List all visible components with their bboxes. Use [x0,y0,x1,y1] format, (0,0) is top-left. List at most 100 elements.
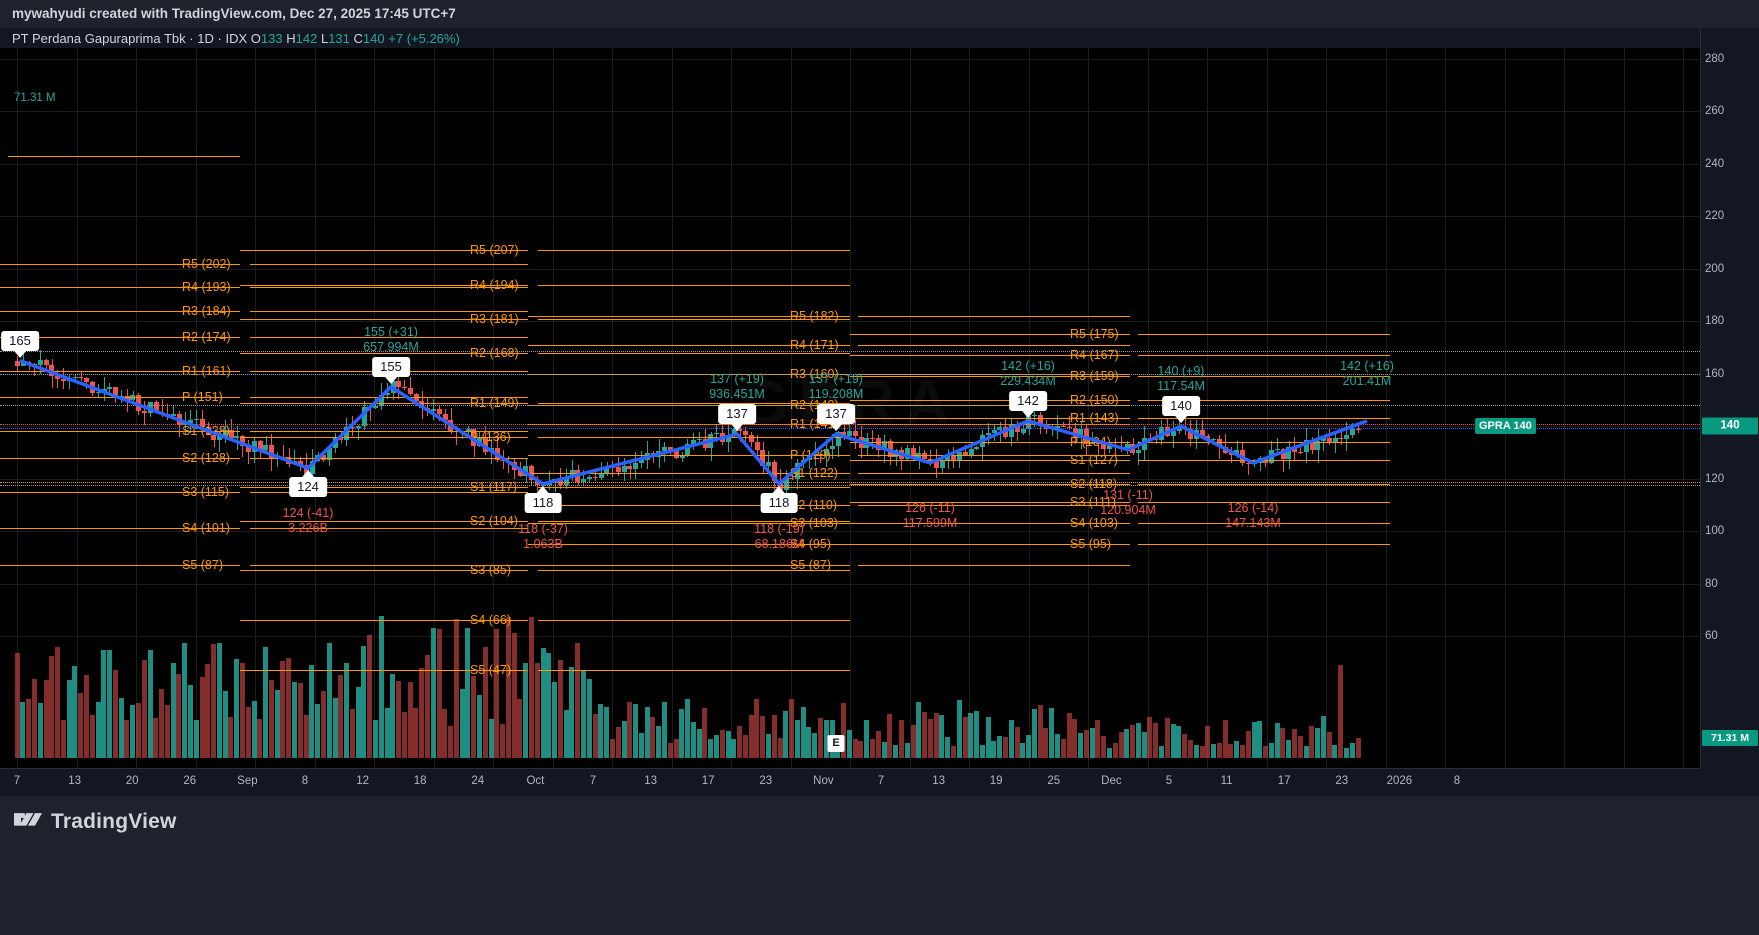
volume-bar[interactable] [789,698,795,758]
volume-bar[interactable] [188,685,193,758]
candle-body[interactable] [760,450,766,467]
volume-bar[interactable] [1095,719,1101,758]
candle-body[interactable] [910,448,916,459]
volume-bar[interactable] [927,718,933,758]
volume-bar[interactable] [552,682,558,758]
volume-bar[interactable] [656,725,662,758]
volume-bar[interactable] [72,665,78,758]
volume-bar[interactable] [101,649,107,758]
candle-body[interactable] [563,477,569,486]
volume-bar[interactable] [43,680,49,758]
candle-body[interactable] [702,439,708,448]
candle-body[interactable] [332,437,338,448]
volume-bar[interactable] [1078,733,1084,758]
volume-bar[interactable] [1216,743,1222,758]
candle-body[interactable] [141,411,147,414]
volume-bar[interactable] [1135,722,1141,758]
volume-bar[interactable] [945,737,951,758]
candle-body[interactable] [1344,434,1350,439]
volume-bar[interactable] [950,745,956,758]
volume-bar[interactable] [523,662,529,758]
volume-bar[interactable] [823,719,829,758]
candle-body[interactable] [1153,439,1159,441]
volume-bar[interactable] [1020,743,1026,758]
candle-body[interactable] [506,460,512,463]
volume-bar[interactable] [442,709,448,758]
volume-bar[interactable] [26,698,32,758]
candle-body[interactable] [639,460,645,463]
candle-body[interactable] [396,381,402,388]
candle-body[interactable] [193,418,199,421]
volume-bar[interactable] [887,714,893,758]
candle-body[interactable] [667,446,673,450]
volume-bar[interactable] [1118,731,1124,758]
volume-bar[interactable] [344,662,350,758]
candle-body[interactable] [1060,426,1066,428]
candle-body[interactable] [448,419,454,432]
volume-bar[interactable] [956,700,962,758]
volume-bar[interactable] [974,710,980,758]
volume-bar[interactable] [378,616,384,758]
time-axis[interactable]: 7 13 20 26 Sep 8 12 18 24 Oct 7 13 17 23 Nov 7 13 19 25 Dec… [0,768,1700,796]
volume-bar[interactable] [1193,745,1199,758]
volume-bar[interactable] [297,682,303,758]
volume-bar[interactable] [1344,748,1349,758]
volume-bar[interactable] [812,732,818,758]
volume-bar[interactable] [1291,728,1297,758]
volume-bar[interactable] [1164,717,1170,758]
volume-bar[interactable] [1268,742,1274,758]
volume-bar[interactable] [1124,729,1130,758]
volume-bar[interactable] [679,709,685,758]
candle-body[interactable] [708,433,714,448]
volume-bar[interactable] [320,691,326,758]
volume-bar[interactable] [1002,737,1008,758]
candle-body[interactable] [298,460,304,465]
volume-bar[interactable] [349,709,355,758]
candle-body[interactable] [662,446,668,451]
volume-bar[interactable] [176,674,182,758]
zigzag-price-bubble[interactable]: 140 [1162,396,1200,424]
volume-bar[interactable] [505,617,511,758]
volume-bar[interactable] [881,742,887,758]
candle-body[interactable] [621,466,627,473]
volume-bar[interactable] [1112,743,1118,758]
volume-bar[interactable] [777,737,783,758]
volume-bar[interactable] [89,715,95,758]
volume-bar[interactable] [361,645,367,758]
candle-body[interactable] [766,462,772,467]
candle-body[interactable] [37,360,43,365]
volume-bar[interactable] [390,674,396,758]
volume-bar[interactable] [424,654,430,758]
volume-bar[interactable] [459,689,465,758]
candle-body[interactable] [26,362,32,365]
volume-bar[interactable] [661,701,667,758]
candle-body[interactable] [89,381,95,393]
volume-bar[interactable] [1274,722,1280,758]
volume-bar[interactable] [898,720,904,758]
volume-bar[interactable] [66,679,72,758]
volume-bar[interactable] [453,619,459,758]
volume-bar[interactable] [696,728,702,758]
volume-bar[interactable] [1060,739,1066,758]
volume-bar[interactable] [864,720,870,758]
volume-bar[interactable] [875,730,881,758]
volume-bar[interactable] [257,719,263,758]
volume-bar[interactable] [1251,721,1257,758]
volume-bar[interactable] [569,666,575,758]
candle-body[interactable] [1222,446,1228,454]
volume-bar[interactable] [800,707,806,758]
candle-body[interactable] [384,392,390,395]
volume-bar[interactable] [1008,719,1014,758]
volume-bar[interactable] [245,707,251,758]
candle-body[interactable] [430,408,436,412]
candle-body[interactable] [714,433,720,435]
candle-body[interactable] [66,377,72,382]
volume-bar[interactable] [112,670,118,758]
candle-body[interactable] [1147,438,1153,440]
volume-bar[interactable] [309,665,315,758]
legend-interval[interactable]: 1D [197,31,214,46]
volume-bar[interactable] [1309,725,1315,758]
candle-body[interactable] [78,377,84,379]
volume-bar[interactable] [182,642,188,758]
volume-bar[interactable] [760,715,766,758]
